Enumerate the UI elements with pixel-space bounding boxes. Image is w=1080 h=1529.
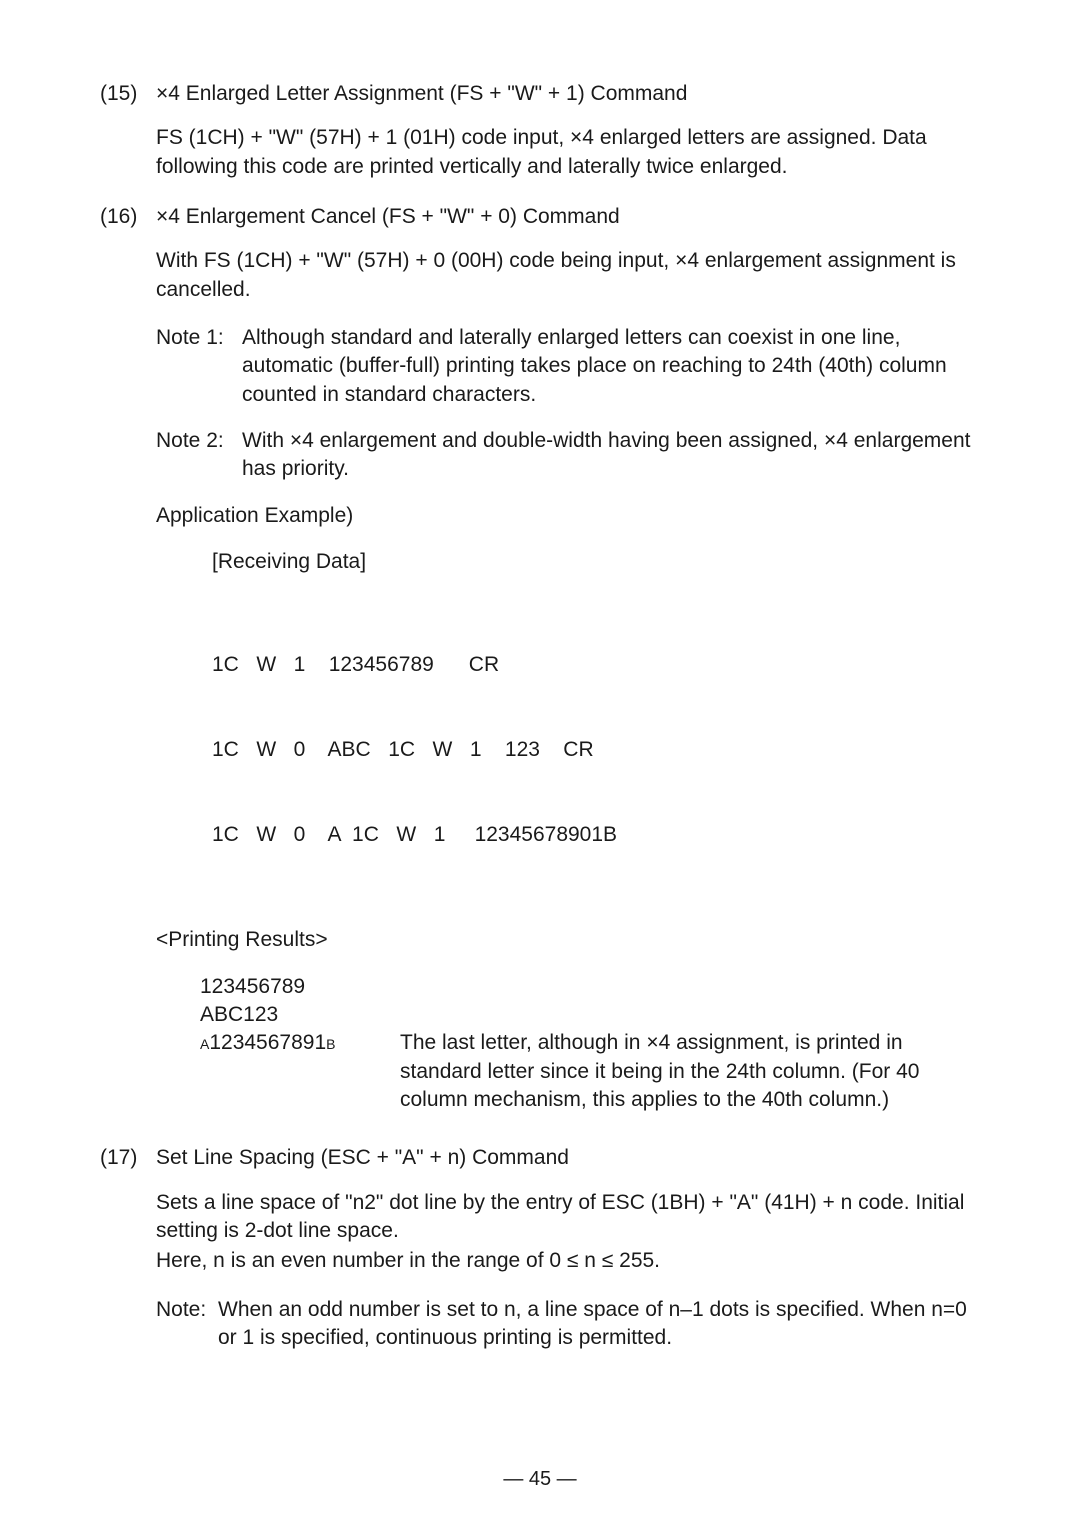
section-body: Sets a line space of "n2" dot line by th… bbox=[156, 1189, 980, 1246]
section-number: (17) bbox=[100, 1144, 156, 1172]
page-number: — 45 — bbox=[0, 1466, 1080, 1493]
note-label: Note: bbox=[156, 1296, 218, 1353]
section-title: ×4 Enlarged Letter Assignment (FS + "W" … bbox=[156, 80, 980, 108]
note: Note: When an odd number is set to n, a … bbox=[156, 1296, 980, 1353]
printing-results-block: 123456789 ABC123 A1234567891B The last l… bbox=[200, 973, 980, 1115]
section-heading: (15) ×4 Enlarged Letter Assignment (FS +… bbox=[100, 80, 980, 108]
subscript-prefix: A bbox=[200, 1036, 209, 1052]
note-text: Although standard and laterally enlarged… bbox=[242, 324, 980, 409]
section-15: (15) ×4 Enlarged Letter Assignment (FS +… bbox=[100, 80, 980, 181]
section-17: (17) Set Line Spacing (ESC + "A" + n) Co… bbox=[100, 1144, 980, 1352]
note-text: With ×4 enlargement and double-width hav… bbox=[242, 427, 980, 484]
note-label: Note 2: bbox=[156, 427, 242, 484]
data-line: 1C W 0 ABC 1C W 1 123 CR bbox=[212, 736, 980, 764]
note-text: When an odd number is set to n, a line s… bbox=[218, 1296, 980, 1353]
subscript-suffix: B bbox=[326, 1036, 335, 1052]
section-16: (16) ×4 Enlargement Cancel (FS + "W" + 0… bbox=[100, 203, 980, 1114]
print-result-explanation: The last letter, although in ×4 assignme… bbox=[400, 1029, 980, 1114]
print-result-line: 123456789 bbox=[200, 973, 400, 1001]
data-line: 1C W 0 A 1C W 1 12345678901B bbox=[212, 821, 980, 849]
section-title: ×4 Enlargement Cancel (FS + "W" + 0) Com… bbox=[156, 203, 980, 231]
print-result-mid: 1234567891 bbox=[209, 1031, 326, 1054]
printing-results-label: <Printing Results> bbox=[156, 926, 980, 954]
note-2: Note 2: With ×4 enlargement and double-w… bbox=[156, 427, 980, 484]
section-number: (15) bbox=[100, 80, 156, 108]
print-result-line: A1234567891B bbox=[200, 1029, 400, 1114]
data-line: 1C W 1 123456789 CR bbox=[212, 651, 980, 679]
section-body: With FS (1CH) + "W" (57H) + 0 (00H) code… bbox=[156, 247, 980, 304]
section-title: Set Line Spacing (ESC + "A" + n) Command bbox=[156, 1144, 980, 1172]
note-1: Note 1: Although standard and laterally … bbox=[156, 324, 980, 409]
print-result-line: ABC123 bbox=[200, 1001, 400, 1029]
section-heading: (16) ×4 Enlargement Cancel (FS + "W" + 0… bbox=[100, 203, 980, 231]
section-heading: (17) Set Line Spacing (ESC + "A" + n) Co… bbox=[100, 1144, 980, 1172]
receiving-data-label: [Receiving Data] bbox=[212, 548, 980, 576]
application-example-label: Application Example) bbox=[156, 502, 980, 530]
receiving-data-block: 1C W 1 123456789 CR 1C W 0 ABC 1C W 1 12… bbox=[212, 594, 980, 906]
section-number: (16) bbox=[100, 203, 156, 231]
section-body: FS (1CH) + "W" (57H) + 1 (01H) code inpu… bbox=[156, 124, 980, 181]
note-label: Note 1: bbox=[156, 324, 242, 409]
section-body: Here, n is an even number in the range o… bbox=[156, 1247, 980, 1275]
